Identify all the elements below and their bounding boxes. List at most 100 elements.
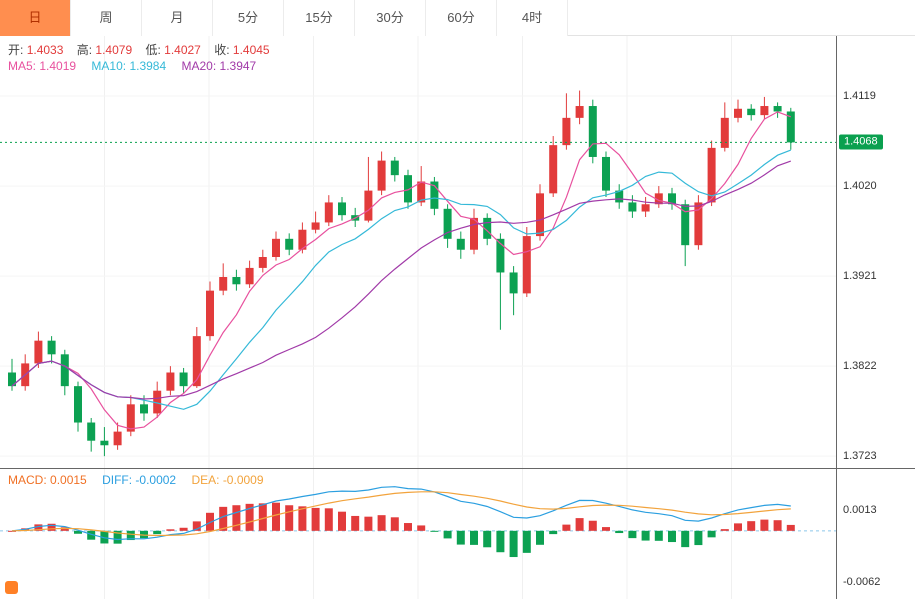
tab-weekly[interactable]: 周: [71, 0, 142, 36]
tab-60min[interactable]: 60分: [426, 0, 497, 36]
candle[interactable]: [641, 196, 650, 217]
candle[interactable]: [285, 233, 294, 256]
ma-readout: MA5: 1.4019 MA10: 1.3984 MA20: 1.3947: [8, 59, 256, 73]
macd-chart[interactable]: [0, 469, 836, 599]
macd-bar: [562, 524, 571, 531]
candle[interactable]: [536, 184, 544, 241]
macd-bar: [602, 527, 610, 531]
macd-bar: [720, 529, 729, 531]
candle[interactable]: [694, 195, 703, 250]
candle[interactable]: [377, 151, 386, 196]
candle[interactable]: [47, 336, 56, 364]
high-value: 1.4079: [95, 43, 133, 57]
candle[interactable]: [562, 93, 571, 150]
price-axis-label: 1.3822: [843, 360, 877, 373]
tab-30min[interactable]: 30分: [355, 0, 426, 36]
ma5-line: [11, 111, 792, 430]
ma10-line: [11, 149, 792, 410]
current-price-badge: 1.4068: [839, 134, 883, 150]
candle[interactable]: [179, 367, 188, 394]
candlestick-chart[interactable]: [0, 36, 836, 468]
high-label: 高:: [76, 43, 93, 57]
candle[interactable]: [509, 266, 518, 316]
candle[interactable]: [575, 90, 584, 125]
logo-icon: [5, 581, 18, 594]
dea-line: [11, 491, 791, 537]
macd-bar: [681, 530, 690, 548]
macd-bar: [351, 515, 360, 531]
candle[interactable]: [166, 366, 175, 396]
candle[interactable]: [245, 260, 254, 288]
candle[interactable]: [615, 184, 624, 209]
candle[interactable]: [760, 96, 769, 119]
macd-bar: [628, 530, 637, 539]
candle[interactable]: [707, 140, 716, 207]
macd-axis-label: -0.0062: [843, 576, 881, 588]
ma10-label: MA10: 1.3984: [91, 59, 167, 73]
open-label: 开:: [8, 43, 24, 57]
macd-value: MACD: 0.0015: [8, 473, 87, 487]
tab-15min[interactable]: 15分: [284, 0, 355, 36]
candle[interactable]: [390, 156, 399, 182]
candle[interactable]: [483, 213, 492, 246]
candle[interactable]: [681, 199, 690, 267]
candle[interactable]: [456, 231, 465, 259]
candle[interactable]: [734, 99, 742, 123]
candle[interactable]: [496, 233, 505, 330]
candle[interactable]: [786, 107, 795, 150]
candle[interactable]: [654, 186, 663, 208]
macd-bar: [549, 530, 558, 535]
tab-monthly[interactable]: 月: [142, 0, 213, 36]
candle[interactable]: [232, 269, 241, 291]
candle[interactable]: [192, 327, 201, 388]
candle[interactable]: [364, 156, 373, 223]
candle[interactable]: [100, 427, 109, 457]
price-axis: 1.4119 1.4020 1.3921 1.3822 1.3723 1.4068: [837, 36, 915, 468]
candle[interactable]: [311, 211, 320, 234]
candle[interactable]: [87, 417, 96, 452]
macd-bar: [536, 530, 544, 545]
macd-bar: [8, 530, 16, 532]
macd-bar: [245, 503, 254, 531]
candle[interactable]: [113, 422, 122, 450]
macd-bar: [377, 515, 386, 531]
candle[interactable]: [219, 263, 228, 296]
tab-5min[interactable]: 5分: [213, 0, 284, 36]
candle[interactable]: [126, 395, 135, 437]
candle[interactable]: [206, 281, 214, 341]
candle[interactable]: [602, 151, 610, 197]
price-axis-label: 1.3921: [843, 270, 877, 283]
tab-daily[interactable]: 日: [0, 0, 71, 36]
candle[interactable]: [668, 187, 676, 210]
candle[interactable]: [34, 331, 43, 368]
macd-bar: [34, 524, 43, 531]
candle[interactable]: [338, 196, 346, 221]
macd-bar: [285, 505, 294, 531]
candle[interactable]: [773, 102, 782, 118]
macd-bar: [470, 530, 478, 545]
candle[interactable]: [747, 104, 756, 121]
candle[interactable]: [272, 231, 280, 261]
candle[interactable]: [417, 166, 426, 207]
candle[interactable]: [324, 195, 333, 227]
candle[interactable]: [470, 208, 478, 255]
candle[interactable]: [588, 99, 597, 164]
candle[interactable]: [153, 381, 162, 418]
candle[interactable]: [628, 195, 637, 218]
dea-value: DEA: -0.0009: [191, 473, 264, 487]
candle[interactable]: [522, 226, 531, 298]
candle[interactable]: [720, 102, 729, 152]
macd-bar: [166, 529, 175, 531]
macd-panel[interactable]: MACD: 0.0015 DIFF: -0.0002 DEA: -0.0009: [0, 468, 837, 599]
candle[interactable]: [74, 381, 82, 432]
candle[interactable]: [60, 349, 69, 396]
main-chart-panel[interactable]: 开: 1.4033 高: 1.4079 低: 1.4027 收: 1.4045 …: [0, 36, 837, 468]
tab-4hour[interactable]: 4时: [497, 0, 568, 36]
candle[interactable]: [430, 176, 439, 216]
ma20-label: MA20: 1.3947: [181, 59, 257, 73]
candle[interactable]: [258, 249, 267, 273]
candle[interactable]: [549, 136, 558, 197]
candle[interactable]: [443, 204, 452, 248]
macd-bar: [60, 527, 69, 531]
